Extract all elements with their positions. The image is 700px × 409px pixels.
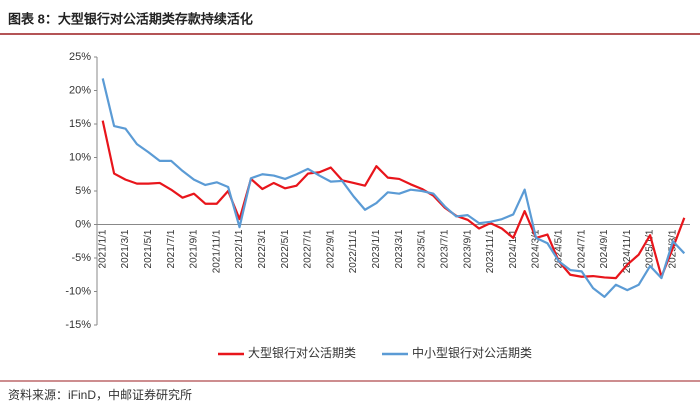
x-tick-label: 2022/3/1 <box>257 229 268 268</box>
chart-title: 图表 8：大型银行对公活期类存款持续活化 <box>8 11 253 26</box>
x-tick-label: 2021/5/1 <box>143 229 154 268</box>
y-tick-label: 15% <box>69 118 91 130</box>
x-tick-label: 2023/3/1 <box>394 229 405 268</box>
x-tick-label: 2021/7/1 <box>166 229 177 268</box>
x-tick-label: 2021/11/1 <box>211 229 222 273</box>
x-tick-label: 2021/1/1 <box>97 229 108 268</box>
x-tick-label: 2023/1/1 <box>371 229 382 268</box>
x-tick-label: 2024/11/1 <box>622 229 633 273</box>
x-tick-label: 2024/7/1 <box>576 229 587 268</box>
x-tick-label: 2025/1/1 <box>645 229 656 268</box>
y-tick-label: 5% <box>75 185 91 197</box>
series-line <box>101 78 686 298</box>
y-tick-label: 25% <box>69 51 91 63</box>
x-tick-label: 2023/9/1 <box>462 229 473 268</box>
series-line <box>101 120 686 280</box>
legend-label: 大型银行对公活期类 <box>248 346 356 360</box>
x-tick-label: 2024/3/1 <box>531 229 542 268</box>
x-tick-label: 2024/1/1 <box>508 229 519 268</box>
x-tick-label: 2024/9/1 <box>599 229 610 268</box>
x-tick-label: 2023/11/1 <box>485 229 496 273</box>
x-tick-label: 2022/7/1 <box>303 229 314 268</box>
x-tick-label: 2024/5/1 <box>553 229 564 268</box>
x-tick-label: 2023/7/1 <box>439 229 450 268</box>
x-tick-label: 2022/9/1 <box>325 229 336 268</box>
source: 资料来源：iFinD，中邮证券研究所 <box>8 387 192 402</box>
y-tick-label: 20% <box>69 84 91 96</box>
y-tick-label: -5% <box>71 252 91 264</box>
x-tick-label: 2021/3/1 <box>120 229 131 268</box>
y-tick-label: -15% <box>65 319 91 331</box>
y-tick-label: 0% <box>75 218 91 230</box>
x-tick-label: 2022/11/1 <box>348 229 359 273</box>
y-tick-label: 10% <box>69 151 91 163</box>
x-tick-label: 2023/5/1 <box>417 229 428 268</box>
x-tick-label: 2021/9/1 <box>189 229 200 268</box>
legend-label: 中小型银行对公活期类 <box>412 345 532 360</box>
x-tick-label: 2022/5/1 <box>280 229 291 268</box>
x-tick-label: 2022/1/1 <box>234 229 245 268</box>
y-tick-label: -10% <box>65 285 91 297</box>
